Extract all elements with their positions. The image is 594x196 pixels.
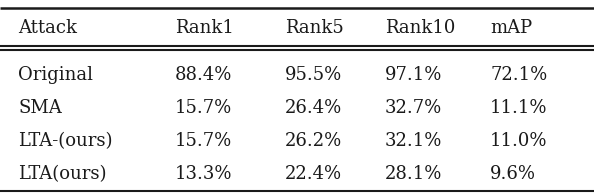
Text: 9.6%: 9.6% — [490, 165, 536, 183]
Text: Rank5: Rank5 — [285, 19, 344, 37]
Text: SMA: SMA — [18, 99, 62, 117]
Text: 15.7%: 15.7% — [175, 99, 232, 117]
Text: LTA(ours): LTA(ours) — [18, 165, 106, 183]
Text: 13.3%: 13.3% — [175, 165, 232, 183]
Text: Rank1: Rank1 — [175, 19, 234, 37]
Text: 22.4%: 22.4% — [285, 165, 342, 183]
Text: Attack: Attack — [18, 19, 77, 37]
Text: LTA-(ours): LTA-(ours) — [18, 132, 112, 150]
Text: 15.7%: 15.7% — [175, 132, 232, 150]
Text: 11.0%: 11.0% — [490, 132, 548, 150]
Text: Rank10: Rank10 — [385, 19, 456, 37]
Text: 95.5%: 95.5% — [285, 66, 342, 84]
Text: 32.7%: 32.7% — [385, 99, 443, 117]
Text: Original: Original — [18, 66, 93, 84]
Text: 28.1%: 28.1% — [385, 165, 443, 183]
Text: 72.1%: 72.1% — [490, 66, 547, 84]
Text: 26.2%: 26.2% — [285, 132, 342, 150]
Text: 97.1%: 97.1% — [385, 66, 443, 84]
Text: mAP: mAP — [490, 19, 532, 37]
Text: 32.1%: 32.1% — [385, 132, 443, 150]
Text: 26.4%: 26.4% — [285, 99, 342, 117]
Text: 11.1%: 11.1% — [490, 99, 548, 117]
Text: 88.4%: 88.4% — [175, 66, 232, 84]
